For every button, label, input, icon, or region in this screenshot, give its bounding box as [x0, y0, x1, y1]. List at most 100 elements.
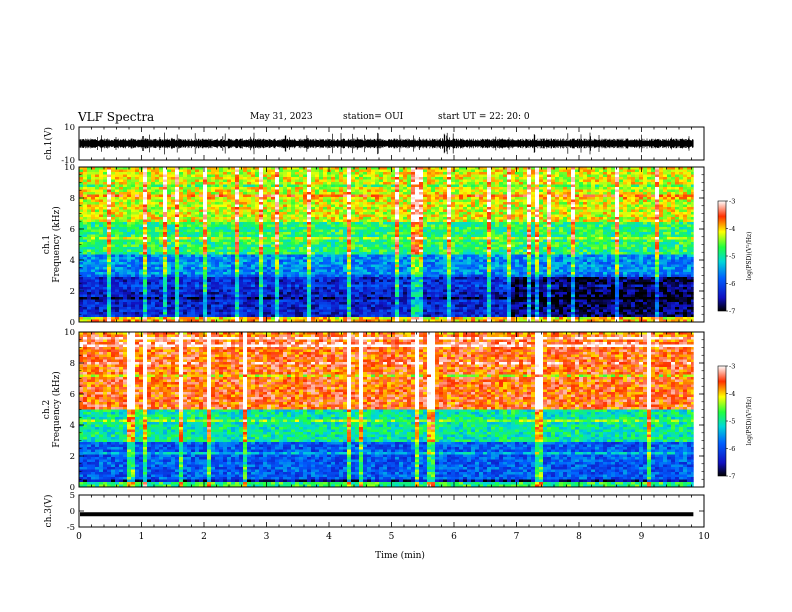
spectrogram-cell	[251, 214, 256, 218]
spectrogram-cell	[427, 209, 432, 213]
spectrogram-cell	[203, 219, 208, 223]
spectrogram-cell	[335, 194, 340, 198]
spectrogram-cell	[551, 169, 556, 173]
figure-title: VLF Spectra	[78, 110, 155, 124]
spectrogram-cell	[611, 227, 616, 230]
spectrogram-cell	[123, 222, 128, 225]
spectrogram-cell	[495, 182, 500, 185]
spectrogram-cell	[687, 194, 692, 198]
spectrogram-cell	[507, 224, 512, 228]
spectrogram-cell	[407, 182, 412, 185]
spectrogram-cell	[179, 184, 184, 188]
spectrogram-cell	[227, 232, 232, 235]
spectrogram-cell	[411, 202, 416, 205]
spectrogram-cell	[475, 212, 480, 215]
spectrogram-cell	[543, 172, 548, 175]
spectrogram-cell	[691, 172, 694, 175]
spectrogram-cell	[387, 182, 392, 185]
spectrogram-cell	[639, 194, 644, 198]
spectrogram-cell	[279, 172, 284, 175]
spectrogram-cell	[283, 232, 288, 235]
spectrogram-cell	[243, 199, 248, 203]
spectrogram-cell	[303, 169, 308, 173]
spectrogram-cell	[95, 177, 100, 180]
spectrogram-cell	[131, 172, 136, 175]
spectrogram-cell	[435, 209, 440, 213]
spectrogram-cell	[195, 174, 200, 178]
spectrogram-cell	[255, 172, 260, 175]
spectrogram-cell	[591, 219, 596, 223]
spectrogram-cell	[471, 194, 476, 198]
spectrogram-cell	[523, 172, 528, 175]
spectrogram-cell	[579, 202, 584, 205]
spectrogram-cell	[459, 234, 464, 238]
spectrogram-cell	[431, 189, 436, 193]
spectrogram-cell	[147, 189, 152, 193]
spectrogram-cell	[531, 187, 536, 190]
spectrogram-cell	[623, 174, 628, 178]
spectrogram-cell	[683, 189, 688, 193]
spectrogram-cell	[687, 169, 692, 173]
spectrogram-cell	[95, 184, 100, 188]
spectrogram-cell	[683, 219, 688, 223]
spectrogram-cell	[111, 172, 116, 175]
spectrogram-cell	[671, 204, 676, 208]
spectrogram-cell	[223, 244, 228, 248]
spectrogram-cell	[311, 217, 316, 220]
spectrogram-cell	[103, 202, 108, 205]
spectrogram-cell	[555, 224, 560, 228]
spectrogram-cell	[355, 237, 360, 240]
spectrogram-cell	[623, 242, 628, 245]
spectrogram-cell	[583, 227, 588, 230]
spectrogram-cell	[399, 167, 404, 170]
spectrogram-cell	[527, 194, 532, 198]
spectrogram-cell	[299, 219, 304, 223]
spectrogram-cell	[623, 169, 628, 173]
spectrogram-cell	[383, 212, 388, 215]
spectrogram-cell	[103, 232, 108, 235]
spectrogram-cell	[667, 224, 672, 228]
spectrogram-cell	[175, 182, 180, 185]
spectrogram-cell	[363, 227, 368, 230]
spectrogram-cell	[235, 234, 240, 238]
spectrogram-cell	[479, 202, 484, 205]
spectrogram-cell	[499, 202, 504, 205]
spectrogram-cell	[443, 189, 448, 193]
spectrogram-cell	[451, 212, 456, 215]
spectrogram-cell	[203, 194, 208, 198]
spectrogram-cell	[591, 212, 596, 215]
spectrogram-cell	[539, 192, 544, 195]
spectrogram-cell	[475, 179, 480, 183]
spectrogram-cell	[555, 179, 560, 183]
spectrogram-cell	[551, 234, 556, 238]
spectrogram-cell	[647, 239, 652, 243]
spectrogram-cell	[123, 204, 128, 208]
spectrogram-cell	[127, 174, 132, 178]
spectrogram-cell	[367, 177, 372, 180]
spectrogram-cell	[355, 174, 360, 178]
spectrogram-cell	[287, 174, 292, 178]
spectrogram-cell	[199, 237, 204, 240]
spectrogram-cell	[687, 219, 692, 223]
spectrogram-cell	[199, 244, 204, 248]
spectrogram-cell	[291, 194, 296, 198]
spectrogram-cell	[199, 222, 204, 225]
spectrogram-cell	[87, 174, 92, 178]
spectrogram-cell	[335, 209, 340, 213]
spectrogram-cell	[363, 204, 368, 208]
spectrogram-cell	[335, 234, 340, 238]
spectrogram-cell	[219, 242, 224, 245]
spectrogram-cell	[495, 189, 500, 193]
spectrogram-cell	[103, 209, 108, 213]
spectrogram-cell	[251, 212, 256, 215]
spectrogram-cell	[335, 239, 340, 243]
spectrogram-cell	[395, 219, 400, 223]
spectrogram-cell	[371, 224, 376, 228]
spectrogram-cell	[111, 234, 116, 238]
spectrogram-cell	[155, 229, 160, 233]
spectrogram-cell	[107, 214, 112, 218]
spectrogram-cell	[371, 227, 376, 230]
spectrogram-cell	[363, 167, 368, 170]
spectrogram-cell	[359, 232, 364, 235]
spectrogram-cell	[479, 169, 484, 173]
